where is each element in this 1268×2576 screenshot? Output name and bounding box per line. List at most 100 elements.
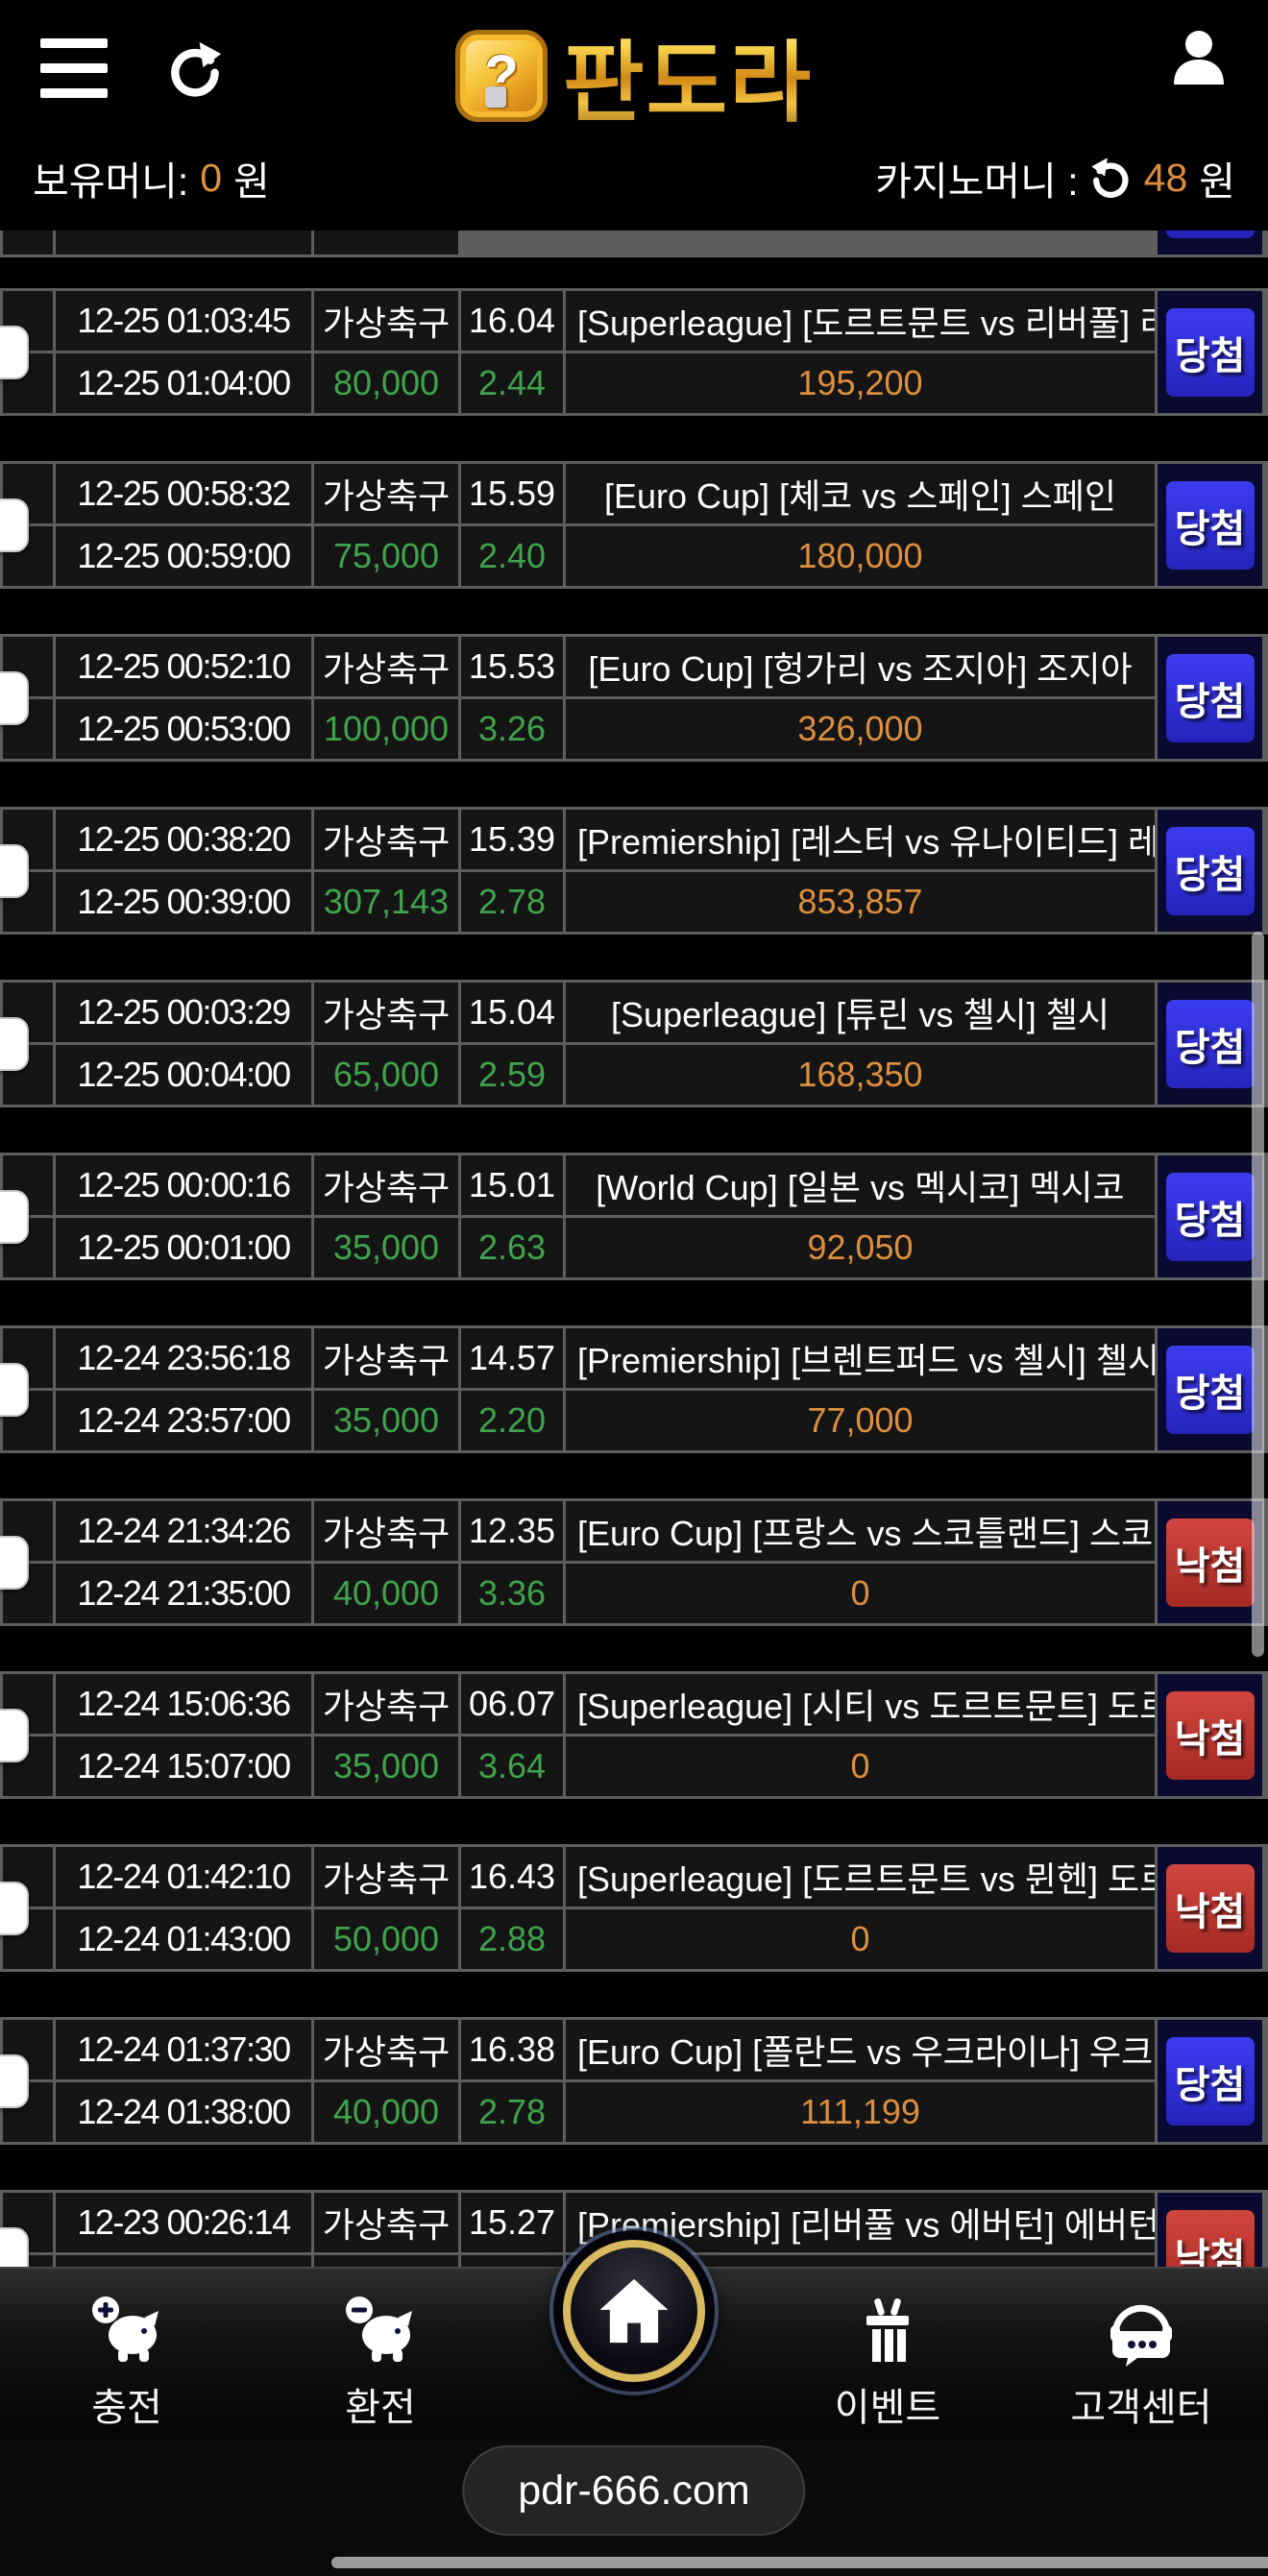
odds-value: 3.64 xyxy=(461,1737,563,1796)
row-select-checkbox[interactable] xyxy=(0,1362,29,1417)
gift-icon xyxy=(849,2290,926,2372)
row-select-checkbox[interactable] xyxy=(0,1535,29,1590)
row-select-checkbox[interactable] xyxy=(0,1189,29,1244)
row-select-checkbox[interactable] xyxy=(0,1881,29,1935)
payout-amount: 0 xyxy=(566,1564,1155,1623)
result-badge: 당첨 xyxy=(1165,307,1255,397)
match-title: [Euro Cup] [체코 vs 스페인] 스페인 xyxy=(566,464,1155,523)
casino-unit: 원 xyxy=(1199,159,1235,204)
round-number: 16.38 xyxy=(461,2020,563,2079)
round-number: 15.04 xyxy=(461,983,563,1042)
stake-amount: 50,000 xyxy=(314,1909,458,1969)
odds-value: 3.26 xyxy=(461,699,563,759)
result-column: 당첨 xyxy=(1158,1328,1262,1450)
site-logo[interactable]: ? 판도라 xyxy=(455,12,813,139)
result-column: 당첨 xyxy=(1158,2020,1262,2142)
piggy-plus-icon xyxy=(88,2290,165,2372)
odds-value: 2.20 xyxy=(461,1391,563,1450)
bet-time: 12-24 15:06:36 xyxy=(56,1674,311,1734)
settle-time: 12-25 00:04:00 xyxy=(56,1045,311,1105)
match-title: [Premiership] [브렌트퍼드 vs 첼시] 첼시 xyxy=(566,1328,1155,1388)
bet-time: 12-24 01:42:10 xyxy=(56,1847,311,1907)
nav-item-deposit[interactable]: 충전 xyxy=(0,2269,254,2440)
bet-time: 12-23 00:26:14 xyxy=(56,2193,311,2252)
menu-icon[interactable] xyxy=(40,38,108,98)
payout-amount: 92,050 xyxy=(566,1218,1155,1277)
home-button[interactable] xyxy=(553,2230,715,2392)
row-select-checkbox[interactable] xyxy=(0,325,29,379)
match-title: [Superleague] [튜린 vs 첼시] 첼시 xyxy=(566,983,1155,1042)
row-select-checkbox[interactable] xyxy=(0,1708,29,1762)
balance-value: 0 xyxy=(200,155,223,200)
settle-time: 12-25 01:04:00 xyxy=(56,353,311,413)
bet-time: 12-25 00:03:29 xyxy=(56,983,311,1042)
settle-time: 12-24 15:07:00 xyxy=(56,1737,311,1796)
vertical-scrollbar[interactable] xyxy=(1252,932,1264,1657)
settle-time: 12-24 01:38:00 xyxy=(56,2082,311,2142)
bet-time: 12-25 00:58:32 xyxy=(56,464,311,523)
payout-amount: 168,350 xyxy=(566,1045,1155,1105)
horizontal-scrollbar[interactable] xyxy=(331,2557,1268,2568)
game-type: 가상축구 xyxy=(314,464,458,523)
nav-item-event[interactable]: 이벤트 xyxy=(761,2269,1014,2440)
bet-row[interactable]: 12-24 15:06:36 가상축구 06.07 [Superleague] … xyxy=(0,1671,1268,1799)
balance-label: 보유머니: xyxy=(33,159,189,204)
bet-row[interactable]: 12-24 01:37:30 가상축구 16.38 [Euro Cup] [폴란… xyxy=(0,2017,1268,2145)
round-number: 15.59 xyxy=(461,464,563,523)
game-type: 가상축구 xyxy=(314,1328,458,1388)
round-number: 15.01 xyxy=(461,1155,563,1215)
stake-amount: 35,000 xyxy=(314,1391,458,1450)
bet-row[interactable]: 12-24 21:34:26 가상축구 12.35 [Euro Cup] [프랑… xyxy=(0,1498,1268,1626)
bet-row[interactable]: 12-25 01:03:45 가상축구 16.04 [Superleague] … xyxy=(0,288,1268,416)
match-title: [Euro Cup] [프랑스 vs 스코틀랜드] 스코 xyxy=(566,1501,1155,1561)
home-icon xyxy=(563,2240,705,2382)
nav-item-withdraw[interactable]: 환전 xyxy=(254,2269,507,2440)
match-title: [Superleague] [도르트문트 vs 리버풀] 리 xyxy=(566,291,1155,351)
bottom-nav: 충전 환전 xyxy=(0,2230,1268,2440)
match-title: [Premiership] [레스터 vs 유나이티드] 레 xyxy=(566,810,1155,869)
bet-row[interactable]: 12-24 23:56:18 가상축구 14.57 [Premiership] … xyxy=(0,1325,1268,1453)
row-select-checkbox[interactable] xyxy=(0,670,29,725)
top-header: ? 판도라 xyxy=(0,0,1268,133)
odds-value: 2.40 xyxy=(461,526,563,586)
game-type: 가상축구 xyxy=(314,637,458,696)
bet-row[interactable]: 12-25 00:38:20 가상축구 15.39 [Premiership] … xyxy=(0,807,1268,935)
nav-label: 고객센터 xyxy=(1070,2387,1212,2429)
odds-value: 2.78 xyxy=(461,872,563,932)
row-select-checkbox[interactable] xyxy=(0,1016,29,1071)
result-column: 당첨 xyxy=(1158,810,1262,932)
casino-refresh-icon[interactable] xyxy=(1090,157,1133,199)
match-title: [Premiership] [리버풀 vs 에버턴] 에버턴 xyxy=(566,2193,1155,2252)
result-badge: 당첨 xyxy=(1165,1172,1255,1261)
bet-row[interactable]: 12-25 00:58:32 가상축구 15.59 [Euro Cup] [체코… xyxy=(0,461,1268,589)
match-title: [Superleague] [도르트문트 vs 뮌헨] 도르 xyxy=(566,1847,1155,1907)
bet-time: 12-25 00:52:10 xyxy=(56,637,311,696)
result-badge: 당첨 xyxy=(1165,999,1255,1088)
logo-text: 판도라 xyxy=(563,12,813,139)
stake-amount: 35,000 xyxy=(314,1737,458,1796)
headset-chat-icon xyxy=(1103,2290,1180,2372)
nav-item-support[interactable]: 고객센터 xyxy=(1014,2269,1268,2440)
result-badge: 낙첨 xyxy=(1165,1518,1255,1607)
bet-row[interactable]: 12-25 00:00:16 가상축구 15.01 [World Cup] [일… xyxy=(0,1153,1268,1280)
round-number: 15.27 xyxy=(461,2193,563,2252)
stake-amount: 80,000 xyxy=(314,353,458,413)
refresh-icon[interactable] xyxy=(165,40,223,98)
game-type: 가상축구 xyxy=(314,1847,458,1907)
row-select-checkbox[interactable] xyxy=(0,843,29,898)
casino-label: 카지노머니 : xyxy=(875,159,1079,204)
balance-unit: 원 xyxy=(233,159,270,204)
payout-amount: 853,857 xyxy=(566,872,1155,932)
row-select-checkbox[interactable] xyxy=(0,2054,29,2108)
bet-row[interactable]: 12-25 00:52:10 가상축구 15.53 [Euro Cup] [헝가… xyxy=(0,634,1268,762)
odds-value: 2.88 xyxy=(461,1909,563,1969)
result-column: 낙첨 xyxy=(1158,1674,1262,1796)
bet-row[interactable]: 12-24 01:42:10 가상축구 16.43 [Superleague] … xyxy=(0,1844,1268,1972)
bet-time: 12-24 23:56:18 xyxy=(56,1328,311,1388)
row-select-checkbox[interactable] xyxy=(0,498,29,552)
odds-value: 2.78 xyxy=(461,2082,563,2142)
result-column: 낙첨 xyxy=(1158,1847,1262,1969)
bet-row[interactable]: 12-25 00:03:29 가상축구 15.04 [Superleague] … xyxy=(0,980,1268,1107)
stake-amount: 100,000 xyxy=(314,699,458,759)
profile-icon[interactable] xyxy=(1168,27,1230,88)
